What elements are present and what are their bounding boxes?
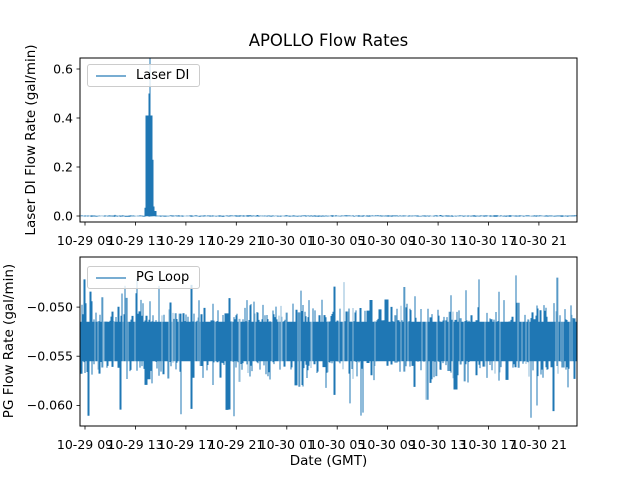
series-line-light (94, 277, 573, 400)
legend-line-sample-icon (96, 276, 126, 279)
x-tick-label: 10-29 13 (107, 437, 163, 452)
x-tick-label: 10-29 21 (208, 437, 264, 452)
x-tick-label: 10-29 09 (57, 233, 113, 248)
x-tick-label: 10-30 17 (460, 437, 516, 452)
bottom-legend: PG Loop (87, 266, 201, 289)
x-tick-label: 10-30 13 (410, 437, 466, 452)
y-tick-label: 0.0 (53, 208, 73, 223)
x-tick-label: 10-30 01 (259, 437, 315, 452)
x-tick-label: 10-29 17 (158, 437, 214, 452)
series-line-light (100, 215, 574, 217)
x-tick-label: 10-29 09 (57, 437, 113, 452)
x-tick-label: 10-29 21 (208, 233, 264, 248)
x-tick-label: 10-29 13 (107, 233, 163, 248)
bottom-y-axis-label: PG Flow Rate (gal/min) (1, 263, 17, 419)
legend-line-sample-icon (96, 74, 126, 77)
y-tick-label: −0.055 (27, 349, 73, 364)
x-tick-label: 10-30 17 (460, 233, 516, 248)
y-tick-label: 0.2 (53, 159, 73, 174)
x-axis-label: Date (GMT) (289, 453, 368, 469)
series-line (79, 275, 578, 418)
x-tick-label: 10-30 13 (410, 233, 466, 248)
top-y-axis-label: Laser DI Flow Rate (gal/min) (23, 44, 39, 236)
y-tick-label: 0.4 (53, 110, 73, 125)
y-tick-label: 0.6 (53, 61, 73, 76)
top-legend-label: Laser DI (136, 68, 190, 83)
y-tick-label: −0.060 (27, 398, 73, 413)
plot-border (79, 57, 578, 223)
x-tick-label: 10-30 09 (359, 233, 415, 248)
y-tick-label: −0.050 (27, 299, 73, 314)
x-tick-label: 10-30 01 (259, 233, 315, 248)
x-tick-label: 10-29 17 (158, 233, 214, 248)
x-tick-label: 10-30 05 (309, 437, 365, 452)
bottom-legend-label: PG Loop (136, 270, 190, 285)
x-tick-label: 10-30 21 (511, 233, 567, 248)
x-tick-label: 10-30 05 (309, 233, 365, 248)
top-legend: Laser DI (87, 64, 201, 87)
figure-title: APOLLO Flow Rates (248, 31, 409, 50)
x-tick-label: 10-30 09 (359, 437, 415, 452)
x-tick-label: 10-30 21 (511, 437, 567, 452)
plot-border (79, 256, 578, 427)
